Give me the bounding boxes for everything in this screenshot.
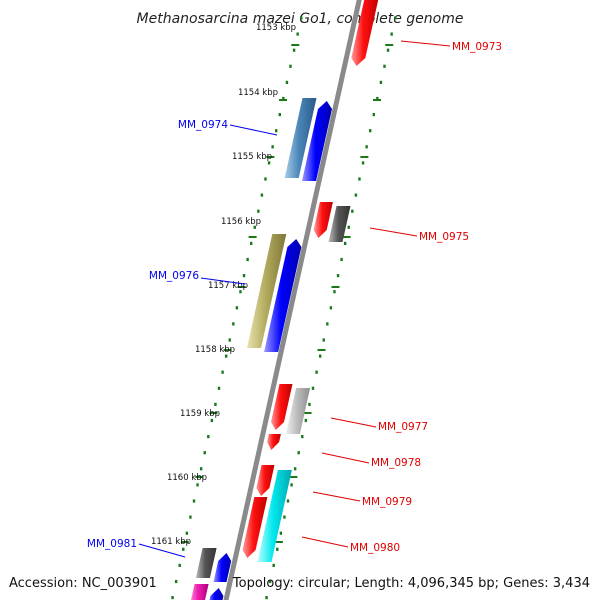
gene-MM_0977-feature[interactable]: [285, 388, 311, 434]
gene-label-MM_0978[interactable]: MM_0978: [371, 457, 421, 469]
gene-MM_0980-arrow[interactable]: [242, 497, 268, 558]
gene-MM_0975-arrow[interactable]: [313, 202, 333, 238]
ruler-label: 1153 kbp: [256, 23, 296, 33]
gene-magenta-feature[interactable]: [189, 584, 209, 600]
gene-MM_0977-arrow[interactable]: [271, 384, 293, 430]
map-title: Methanosarcina mazei Go1, complete genom…: [137, 11, 464, 27]
ruler-label: 1158 kbp: [195, 345, 235, 355]
gene-leader-line: [400, 40, 451, 47]
gene-MM_0981-arrow[interactable]: [213, 553, 232, 582]
gene-leader-line: [138, 543, 186, 558]
gene-label-MM_0976[interactable]: MM_0976: [149, 270, 199, 282]
gene-MM_0973-arrow[interactable]: [351, 0, 379, 66]
gene-MM_0976-arrow[interactable]: [264, 239, 302, 352]
gene-MM_0979-feature[interactable]: [257, 470, 292, 562]
accession-text: Accession: NC_003901: [9, 576, 157, 591]
gene-leader-line: [369, 227, 418, 237]
ruler-label: 1154 kbp: [238, 88, 278, 98]
gene-leader-line: [301, 536, 349, 548]
gene-MM_0979-arrow[interactable]: [256, 465, 275, 496]
gene-leader-line: [312, 491, 361, 502]
gene-MM_0974-arrow[interactable]: [302, 101, 332, 181]
ruler-label: 1156 kbp: [221, 217, 261, 227]
gene-MM_0976-feature[interactable]: [247, 234, 287, 348]
gene-blue-arrow-bottom[interactable]: [207, 588, 224, 600]
ruler-label: 1161 kbp: [151, 537, 191, 547]
gene-leader-line: [330, 417, 377, 428]
gene-label-MM_0975[interactable]: MM_0975: [419, 231, 469, 243]
gene-leader-line: [229, 124, 278, 136]
ruler-label: 1159 kbp: [180, 409, 220, 419]
gene-MM_0975-feature[interactable]: [328, 206, 351, 242]
ruler-label: 1157 kbp: [208, 281, 248, 291]
gene-label-MM_0981[interactable]: MM_0981: [87, 538, 137, 550]
gene-leader-line: [321, 452, 370, 464]
gene-label-MM_0973[interactable]: MM_0973: [452, 41, 502, 53]
gene-MM_0981-feature[interactable]: [195, 548, 217, 578]
gene-label-MM_0974[interactable]: MM_0974: [178, 119, 228, 131]
gene-label-MM_0977[interactable]: MM_0977: [378, 421, 428, 433]
ruler-label: 1155 kbp: [232, 152, 272, 162]
gene-leader-line: [200, 277, 246, 285]
ruler-label: 1160 kbp: [167, 473, 207, 483]
topology-summary: Topology: circular; Length: 4,096,345 bp…: [232, 576, 590, 591]
gene-MM_0974-feature[interactable]: [284, 98, 317, 178]
genome-backbone: [223, 0, 362, 600]
gene-MM_0978-arrow[interactable]: [267, 434, 281, 450]
gene-label-MM_0979[interactable]: MM_0979: [362, 496, 412, 508]
gene-label-MM_0980[interactable]: MM_0980: [350, 542, 400, 554]
